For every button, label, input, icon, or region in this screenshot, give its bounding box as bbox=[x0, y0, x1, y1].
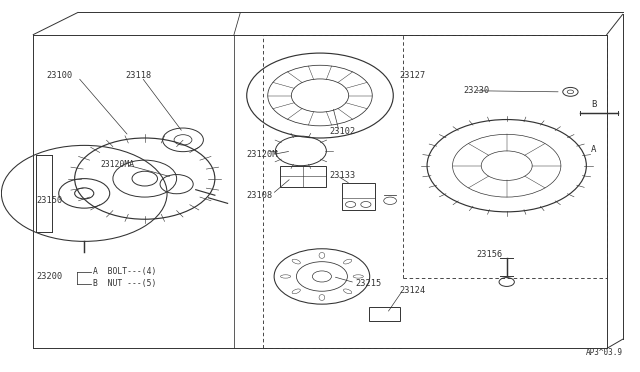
Text: 23133: 23133 bbox=[330, 171, 356, 180]
Text: 23230: 23230 bbox=[463, 86, 490, 95]
Text: 23127: 23127 bbox=[399, 71, 426, 80]
Text: 23118: 23118 bbox=[125, 71, 152, 80]
Text: 23120MA: 23120MA bbox=[100, 160, 134, 169]
Text: 23200: 23200 bbox=[36, 272, 63, 280]
Text: A  BOLT---(4): A BOLT---(4) bbox=[93, 267, 156, 276]
Text: B: B bbox=[591, 100, 596, 109]
Text: 23156: 23156 bbox=[476, 250, 502, 259]
Text: A: A bbox=[591, 145, 596, 154]
Text: 23215: 23215 bbox=[355, 279, 381, 288]
Text: 23100: 23100 bbox=[46, 71, 72, 80]
Text: 23102: 23102 bbox=[330, 127, 356, 136]
Text: 23124: 23124 bbox=[399, 286, 426, 295]
Text: 23150: 23150 bbox=[36, 196, 63, 205]
Text: AP3^03.9: AP3^03.9 bbox=[586, 349, 623, 357]
Text: B  NUT ---(5): B NUT ---(5) bbox=[93, 279, 156, 288]
Text: 23120M: 23120M bbox=[246, 150, 278, 159]
Text: 23108: 23108 bbox=[246, 192, 273, 201]
